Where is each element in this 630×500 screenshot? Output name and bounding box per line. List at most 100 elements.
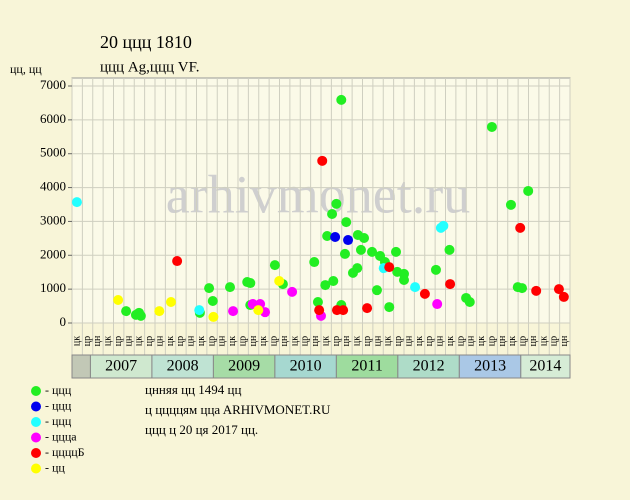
legend-label: - ццц: [45, 414, 72, 428]
month-label: цк: [538, 336, 549, 346]
month-label: цк: [227, 336, 238, 346]
note: цнняя цц 1494 цц: [145, 382, 241, 397]
month-label: цр: [362, 336, 373, 346]
point: [172, 256, 183, 267]
month-label: цк: [320, 336, 331, 346]
month-label: цн: [186, 335, 197, 346]
y-axis-label: цц, цц: [10, 62, 42, 76]
point: [515, 222, 526, 233]
point: [444, 244, 455, 255]
legend-marker: [31, 417, 41, 427]
point: [245, 278, 256, 289]
month-label: цр: [393, 336, 404, 346]
point: [225, 282, 236, 293]
month-label: цн: [435, 335, 446, 346]
month-label: цр: [331, 336, 342, 346]
month-label: цн: [372, 335, 383, 346]
point: [362, 303, 373, 314]
point: [121, 306, 132, 317]
y-tick-label: 6000: [40, 111, 66, 126]
month-label: цк: [383, 336, 394, 346]
point: [154, 306, 165, 317]
point: [336, 94, 347, 105]
month-label: цк: [134, 336, 145, 346]
legend-marker: [31, 401, 41, 412]
month-label: цн: [154, 335, 165, 346]
month-label: цр: [175, 336, 186, 346]
point: [352, 263, 363, 274]
month-label: цн: [123, 335, 134, 346]
point: [165, 297, 176, 308]
point: [430, 264, 441, 275]
month-label: цр: [455, 336, 466, 346]
legend-label: - ццц: [45, 383, 72, 397]
month-label: цр: [82, 336, 93, 346]
year-label: 2008: [167, 358, 199, 375]
year-label: 2010: [290, 358, 322, 375]
month-label: цн: [92, 335, 103, 346]
year-label: 2012: [413, 358, 445, 375]
point: [399, 275, 409, 286]
point: [384, 262, 395, 273]
year-lead-cell: [71, 354, 91, 379]
point: [438, 220, 449, 231]
month-label: цк: [196, 336, 207, 346]
month-label: цр: [300, 336, 311, 346]
point: [71, 197, 82, 208]
month-label: цр: [144, 336, 155, 346]
y-tick-label: 5000: [40, 145, 66, 160]
year-label: 2011: [351, 358, 382, 375]
point: [228, 306, 239, 317]
point: [343, 235, 354, 246]
month-label: цн: [466, 335, 477, 346]
y-tick-label: 0: [60, 314, 67, 329]
month-label: цк: [414, 336, 425, 346]
month-label: цк: [289, 336, 300, 346]
point: [367, 246, 378, 257]
year-cell: [520, 354, 571, 379]
chart-subtitle: ццц Ag,ццц VF.: [100, 59, 199, 75]
point: [269, 260, 280, 271]
legend-label: - ццца: [45, 429, 77, 443]
point: [486, 121, 497, 132]
point: [309, 257, 320, 268]
point: [558, 291, 569, 302]
y-tick-label: 1000: [40, 280, 66, 295]
legend-label: - ццццБ: [45, 445, 85, 459]
month-label: цр: [486, 336, 497, 346]
point: [320, 280, 331, 291]
month-label: цр: [518, 336, 529, 346]
y-tick-label: 2000: [40, 246, 66, 261]
point: [355, 244, 366, 255]
month-label: цн: [559, 335, 570, 346]
month-label: цк: [258, 336, 269, 346]
month-label: цр: [237, 336, 248, 346]
month-label: цк: [476, 336, 487, 346]
month-label: цн: [497, 335, 508, 346]
note: ц ццццям ццa ARHIVMONET.RU: [145, 402, 331, 417]
legend-marker: [31, 448, 41, 458]
point: [553, 284, 564, 295]
point: [371, 285, 382, 296]
month-label: цн: [279, 335, 290, 346]
month-label: цк: [71, 336, 82, 346]
point: [517, 283, 528, 294]
year-label: 2014: [529, 358, 561, 375]
month-label: цр: [206, 336, 217, 346]
point: [331, 198, 342, 209]
point: [327, 208, 338, 219]
point: [328, 276, 339, 287]
month-label: цн: [310, 335, 321, 346]
point: [339, 248, 350, 259]
point: [464, 297, 475, 308]
month-label: цр: [113, 336, 124, 346]
legend-label: - ццц: [45, 398, 72, 412]
point: [384, 302, 395, 313]
point: [322, 230, 333, 241]
watermark: arhivmonet.ru: [166, 164, 470, 224]
legend-marker: [31, 386, 41, 396]
point: [253, 305, 264, 316]
point: [445, 279, 456, 290]
